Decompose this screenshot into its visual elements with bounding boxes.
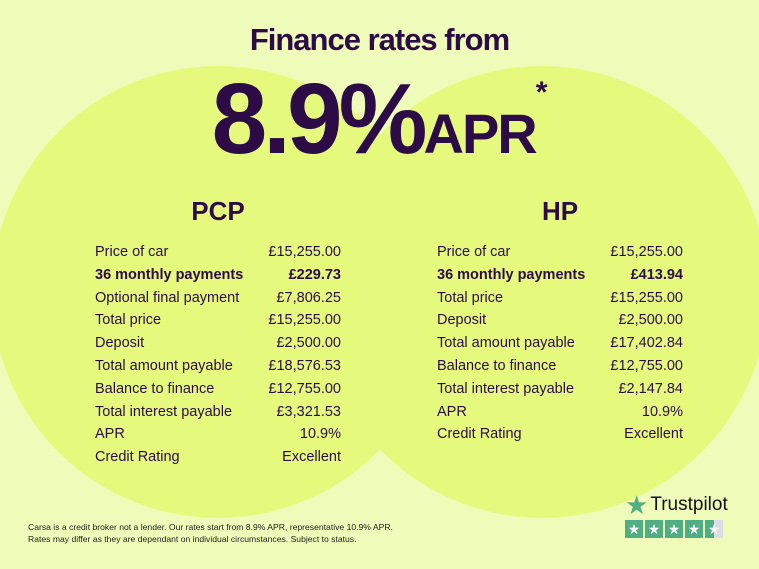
row-label: Price of car	[437, 244, 511, 260]
row-value: £15,255.00	[610, 244, 683, 260]
rate-value: 8.9%	[211, 63, 428, 175]
table-row: 36 monthly payments £413.94	[437, 264, 683, 287]
trustpilot-rating: ★ ★ ★ ★ ★	[625, 520, 728, 538]
row-label: Total interest payable	[437, 380, 575, 397]
table-row: Total price £15,255.00	[95, 309, 341, 332]
row-label: Total amount payable	[437, 335, 575, 352]
row-value: £7,806.25	[276, 289, 341, 306]
table-row: Credit Rating Excellent	[437, 423, 683, 446]
row-value: £2,500.00	[618, 312, 683, 329]
table-row: Total amount payable £17,402.84	[437, 332, 683, 355]
star-icon: ★	[625, 490, 649, 520]
table-row: Balance to finance £12,755.00	[437, 355, 683, 378]
row-label: Balance to finance	[95, 380, 215, 397]
asterisk: *	[535, 76, 548, 109]
table-row: Credit Rating Excellent	[95, 446, 341, 469]
disclaimer-line: Rates may differ as they are dependant o…	[28, 534, 357, 544]
row-label: Credit Rating	[95, 449, 180, 466]
table-row: APR 10.9%	[95, 423, 341, 446]
row-label: Deposit	[95, 335, 145, 352]
table-row: Optional final payment £7,806.25	[95, 287, 341, 310]
row-value: £229.73	[288, 266, 341, 283]
table-row: Deposit £2,500.00	[95, 332, 341, 355]
row-label: 36 monthly payments	[95, 266, 244, 283]
row-label: Credit Rating	[437, 426, 522, 443]
row-value: 10.9%	[641, 403, 683, 420]
row-label: Total price	[437, 289, 504, 306]
row-label: Total amount payable	[95, 357, 233, 374]
row-label: 36 monthly payments	[437, 266, 586, 283]
row-value: 10.9%	[299, 426, 341, 443]
row-value: £2,147.84	[618, 380, 683, 397]
disclaimer-line: Carsa is a credit broker not a lender. O…	[28, 522, 393, 532]
headline: Finance rates from	[249, 22, 510, 57]
background-circle-right	[316, 66, 759, 518]
row-value: £413.94	[630, 266, 683, 283]
pcp-heading: PCP	[191, 196, 245, 226]
star-icon: ★	[665, 520, 683, 538]
table-row: Total interest payable £3,321.53	[95, 401, 341, 424]
disclaimer: Carsa is a credit broker not a lender. O…	[28, 521, 393, 545]
row-label: APR	[95, 426, 125, 443]
star-icon: ★	[645, 520, 663, 538]
hp-panel: HP Price of car £15,255.00 36 monthly paym…	[437, 196, 683, 446]
row-value: Excellent	[282, 449, 341, 466]
rate-unit: APR	[423, 102, 538, 165]
row-value: £2,500.00	[276, 335, 341, 352]
table-row: Price of car £15,255.00	[437, 241, 683, 264]
pcp-panel: PCP Price of car £15,255.00 36 monthly pay…	[95, 196, 341, 469]
row-value: £3,321.53	[276, 403, 341, 420]
row-label: Total price	[95, 312, 162, 329]
row-label: Optional final payment	[95, 289, 240, 306]
row-label: Price of car	[95, 244, 169, 260]
table-row: Price of car £15,255.00	[95, 241, 341, 264]
table-row: Balance to finance £12,755.00	[95, 378, 341, 401]
hp-heading: HP	[541, 196, 579, 226]
row-value: £15,255.00	[610, 289, 683, 306]
row-value: £17,402.84	[610, 335, 683, 352]
trustpilot-logo-text: Trustpilot	[650, 494, 728, 515]
row-label: APR	[437, 403, 467, 420]
table-row: 36 monthly payments £229.73	[95, 264, 341, 287]
row-value: £12,755.00	[268, 380, 341, 397]
table-row: Total amount payable £18,576.53	[95, 355, 341, 378]
row-value: £15,255.00	[268, 312, 341, 329]
table-row: APR 10.9%	[437, 401, 683, 424]
table-row: Total price £15,255.00	[437, 287, 683, 310]
star-icon: ★	[625, 520, 643, 538]
row-value: £15,255.00	[268, 244, 341, 260]
trustpilot-badge: ★ Trustpilot ★ ★ ★ ★ ★	[625, 490, 728, 538]
star-icon: ★	[685, 520, 703, 538]
row-label: Balance to finance	[437, 357, 557, 374]
row-value: £18,576.53	[268, 357, 341, 374]
table-row: Total interest payable £2,147.84	[437, 378, 683, 401]
row-value: £12,755.00	[610, 357, 683, 374]
row-label: Total interest payable	[95, 403, 233, 420]
row-label: Deposit	[437, 312, 487, 329]
table-row: Deposit £2,500.00	[437, 309, 683, 332]
rate-display: 8.9%APR*	[0, 62, 759, 177]
row-value: Excellent	[624, 426, 683, 443]
half-star-icon: ★	[705, 520, 723, 538]
